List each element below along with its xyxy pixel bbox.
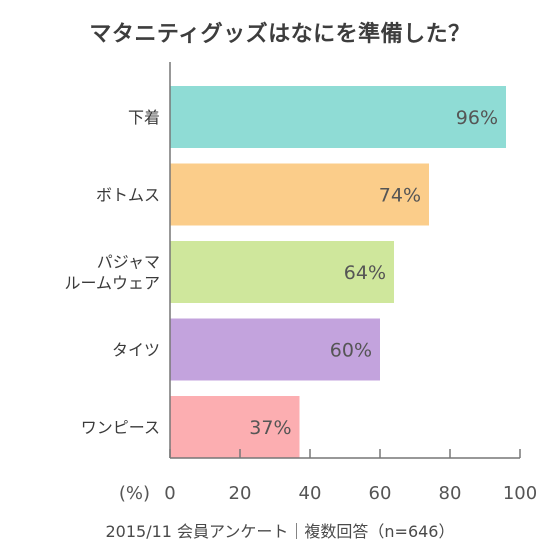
category-label: パジャマ <box>97 253 160 272</box>
x-tick-label: 40 <box>299 483 322 504</box>
category-label: ワンピース <box>81 418 160 437</box>
bar <box>170 396 300 458</box>
data-label: 74% <box>379 185 421 207</box>
data-label: 64% <box>344 262 386 284</box>
x-tick-label: 20 <box>229 483 252 504</box>
data-label: 37% <box>249 417 291 439</box>
bar <box>170 163 429 226</box>
x-tick-label: 0 <box>164 483 175 504</box>
data-label: 60% <box>330 340 372 362</box>
x-unit-label: (%) <box>119 483 150 504</box>
category-label: 下着 <box>128 108 160 127</box>
x-tick-label: 80 <box>439 483 462 504</box>
x-tick-label: 100 <box>503 483 537 504</box>
source-note: 2015/11 会員アンケート｜複数回答（n=646） <box>105 522 455 541</box>
category-label: ルームウェア <box>64 274 160 293</box>
bar <box>170 241 394 303</box>
x-tick-label: 60 <box>369 483 392 504</box>
category-label: ボトムス <box>96 186 160 205</box>
category-label: タイツ <box>112 341 160 360</box>
data-label: 96% <box>456 107 498 129</box>
bar <box>170 86 506 148</box>
chart-title: マタニティグッズはなにを準備した？ <box>89 22 471 47</box>
bar <box>170 318 380 381</box>
